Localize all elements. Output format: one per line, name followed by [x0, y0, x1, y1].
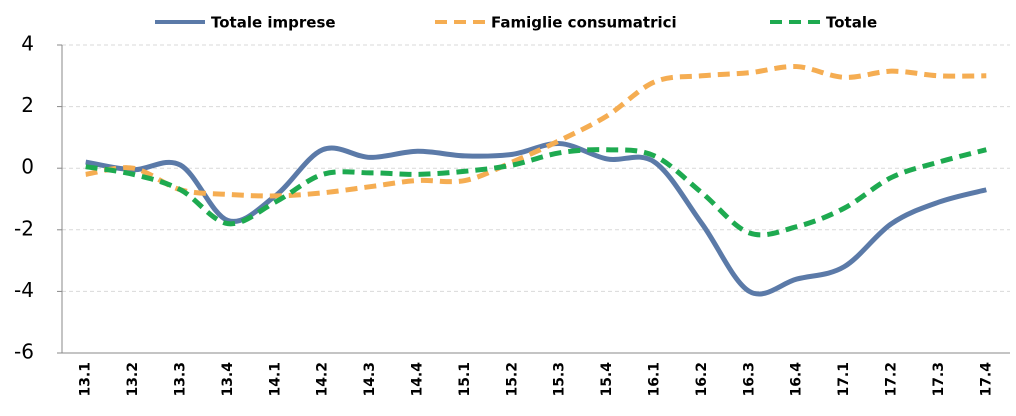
x-tick-label: 15.3: [552, 362, 568, 397]
x-tick-label: 17.1: [836, 362, 852, 397]
series-line: [85, 147, 987, 238]
x-tick-label: 13.1: [78, 362, 94, 397]
x-tick-label: 14.4: [410, 362, 426, 397]
y-tick-label: -6: [14, 340, 34, 364]
x-tick-label: 16.2: [694, 362, 710, 397]
x-tick-label: 17.3: [931, 362, 947, 397]
legend-label: Famiglie consumatrici: [491, 14, 677, 32]
legend-label: Totale: [826, 14, 877, 32]
y-tick-label: -2: [14, 216, 34, 240]
y-tick-label: 2: [21, 93, 34, 117]
x-tick-label: 13.3: [173, 362, 189, 397]
x-tick-label: 14.3: [362, 362, 378, 397]
legend-label: Totale imprese: [211, 14, 336, 32]
x-tick-label: 15.4: [599, 362, 615, 397]
x-tick-label: 15.1: [457, 362, 473, 397]
x-tick-label: 16.4: [789, 362, 805, 397]
series-line: [85, 64, 987, 199]
x-tick-label: 17.2: [884, 362, 900, 397]
x-tick-label: 15.2: [504, 362, 520, 397]
y-tick-label: -4: [14, 278, 34, 302]
series-line: [85, 141, 987, 297]
x-tick-label: 14.1: [267, 362, 283, 397]
x-tick-label: 16.1: [647, 362, 663, 397]
y-tick-label: 0: [21, 155, 34, 179]
x-tick-label: 14.2: [315, 362, 331, 397]
x-tick-label: 17.4: [978, 362, 994, 397]
x-tick-label: 13.4: [220, 362, 236, 397]
x-tick-label: 13.2: [125, 362, 141, 397]
y-tick-label: 4: [21, 32, 34, 56]
x-tick-label: 16.3: [741, 362, 757, 397]
